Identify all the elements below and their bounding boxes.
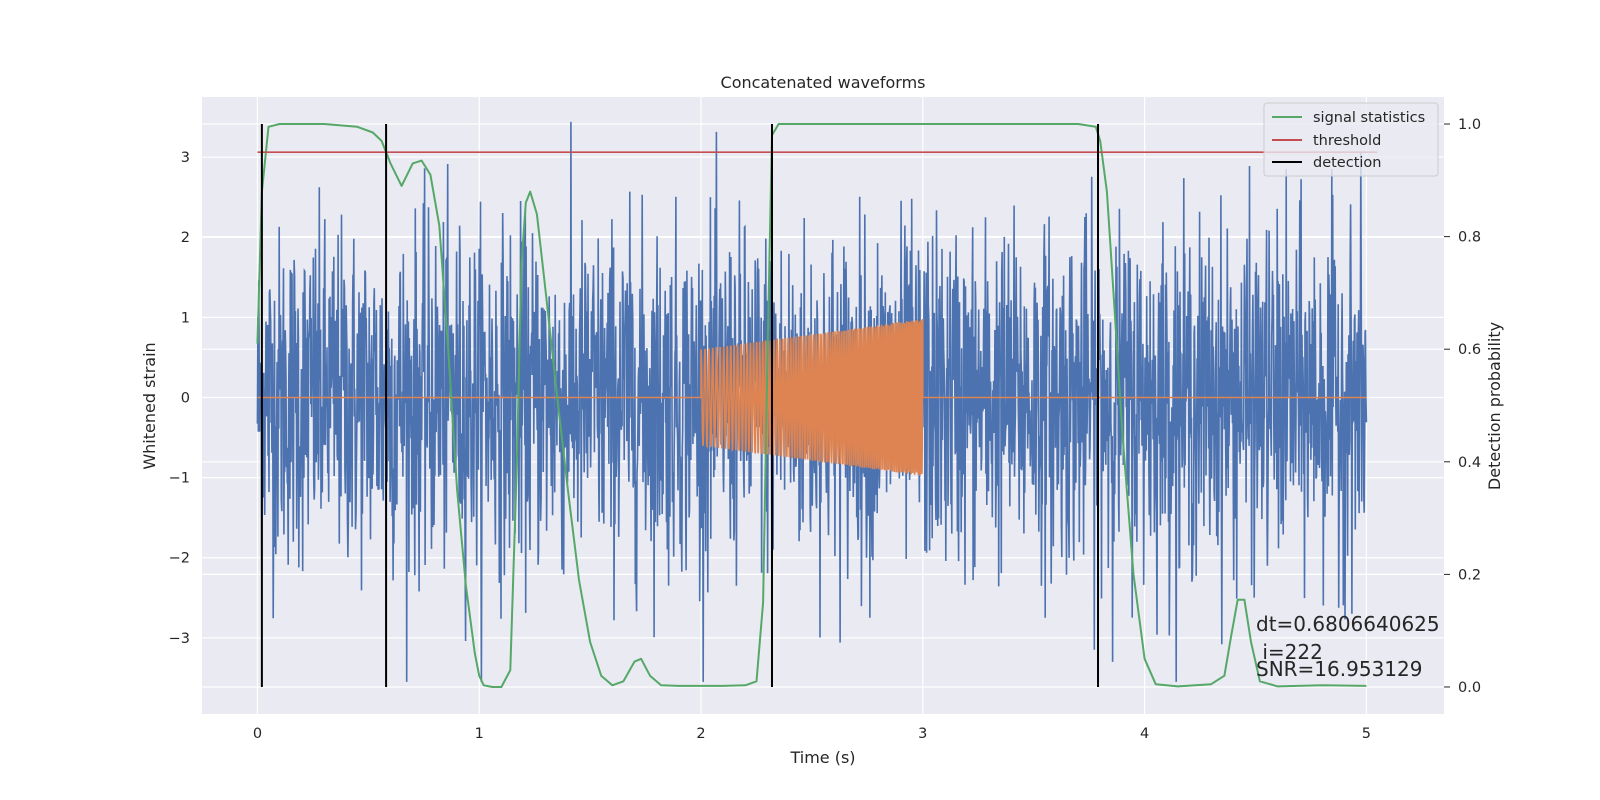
y-tick-label: −2 — [169, 551, 190, 567]
y-tick-label: 0 — [181, 390, 190, 406]
y-tick-label: 3 — [181, 150, 190, 166]
annotation-index: i=222 — [1256, 640, 1323, 664]
injected-waveform-line — [257, 318, 1367, 476]
legend-box — [1263, 102, 1439, 177]
x-tick-label: 5 — [1362, 726, 1371, 742]
chart-title: Concatenated waveforms — [721, 73, 926, 92]
y2-tick-label: 0.6 — [1458, 342, 1481, 358]
x-axis-label: Time (s) — [789, 748, 855, 767]
y-tick-label: 2 — [181, 230, 190, 246]
annotation-dt: dt=0.6806640625 — [1256, 612, 1440, 636]
plot-content — [256, 121, 1378, 688]
y-tick-label: −1 — [169, 471, 190, 487]
y2-tick-label: 0.4 — [1458, 455, 1481, 471]
y-tick-label: 1 — [181, 310, 190, 326]
x-tick-label: 0 — [253, 726, 262, 742]
y-axis-label: Whitened strain — [140, 342, 159, 469]
legend-label-threshold: threshold — [1313, 133, 1381, 149]
y2-tick-label: 0.0 — [1458, 680, 1481, 696]
legend-label-signal-statistics: signal statistics — [1313, 110, 1425, 126]
x-tick-label: 1 — [475, 726, 484, 742]
signal-statistics-line — [256, 123, 1367, 688]
y-tick-label: −3 — [169, 631, 190, 647]
y2-tick-label: 0.2 — [1458, 567, 1481, 583]
axes-text: 0 1 2 3 4 5 −3 −2 −1 0 1 2 3 0.0 0.2 0.4 0.6 0.8 1.0 — [169, 117, 1481, 742]
x-tick-label: 4 — [1140, 726, 1149, 742]
legend: signal statistics threshold detection — [1263, 102, 1439, 177]
annotation-snr: SNR=16.953129 — [1256, 657, 1422, 681]
y2-tick-label: 0.8 — [1458, 230, 1481, 246]
x-tick-label: 2 — [696, 726, 705, 742]
y2-tick-label: 1.0 — [1458, 117, 1481, 133]
legend-label-detection: detection — [1313, 155, 1381, 171]
x-tick-label: 3 — [918, 726, 927, 742]
y2-axis-label: Detection probability — [1485, 322, 1504, 490]
